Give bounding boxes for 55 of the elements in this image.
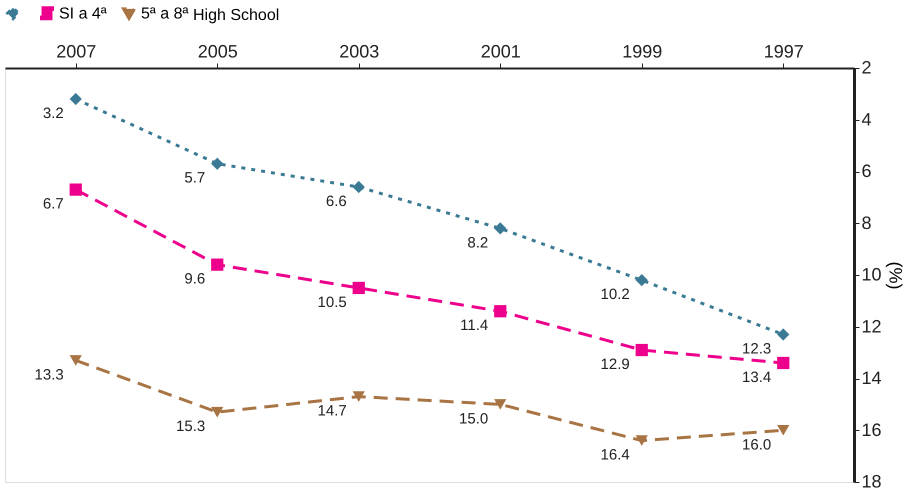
x-tick-label: 2003: [339, 42, 380, 62]
data-label: 10.5: [318, 294, 347, 311]
point: [494, 222, 506, 235]
data-label: 3.2: [42, 105, 64, 122]
data-label: 10.2: [600, 286, 630, 304]
x-tick-label: 1999: [622, 42, 662, 62]
point: [211, 158, 224, 170]
point: [636, 435, 648, 446]
data-label: 11.4: [460, 317, 488, 334]
x-tick-label: 2005: [198, 42, 238, 62]
data-label: 14.7: [318, 402, 347, 420]
point: [352, 282, 365, 294]
point: [352, 180, 365, 194]
y-tick-label: 16: [862, 420, 882, 440]
legend-label: SI a 4ª: [59, 5, 107, 22]
y-tick-label: 12: [862, 316, 882, 336]
data-label: 13.3: [34, 366, 64, 384]
y-tick-label: 18: [862, 472, 882, 492]
data-label: 16.0: [742, 436, 772, 454]
legend-label: 5ª a 8ª: [141, 6, 189, 23]
data-label: 8.2: [467, 234, 488, 252]
point: [636, 274, 648, 286]
y-tick-label: 2: [862, 58, 872, 78]
data-label: 13.4: [742, 368, 772, 386]
y-tick-label: 10: [862, 264, 882, 284]
data-label: 15.3: [176, 418, 206, 436]
point: [494, 305, 506, 318]
point: [352, 391, 365, 402]
y-tick-label: 4: [862, 109, 872, 130]
point: [636, 344, 648, 356]
data-label: 16.4: [600, 446, 630, 464]
point: [777, 424, 790, 436]
y-tick-label: 6: [862, 161, 872, 181]
point: [70, 92, 82, 106]
point: [211, 258, 224, 271]
point: [211, 406, 224, 418]
data-label: 9.6: [184, 270, 206, 288]
point: [777, 356, 790, 370]
x-tick-label: 1997: [764, 42, 804, 62]
data-label: 6.6: [326, 193, 347, 210]
y-axis-title: (%): [886, 262, 906, 290]
data-label: 12.9: [600, 356, 630, 374]
point: [777, 328, 790, 341]
data-label: 6.7: [42, 196, 64, 213]
data-label: 12.3: [742, 340, 772, 358]
y-tick-label: 8: [862, 212, 872, 233]
x-tick-label: 2007: [56, 42, 96, 62]
legend-title: High School: [193, 7, 280, 24]
y-tick-label: 14: [862, 368, 882, 388]
x-tick-label: 2001: [480, 42, 521, 62]
data-label: 5.7: [184, 170, 206, 187]
point: [494, 399, 506, 410]
data-label: 15.0: [459, 410, 488, 428]
point: [70, 355, 82, 366]
point: [70, 183, 82, 196]
